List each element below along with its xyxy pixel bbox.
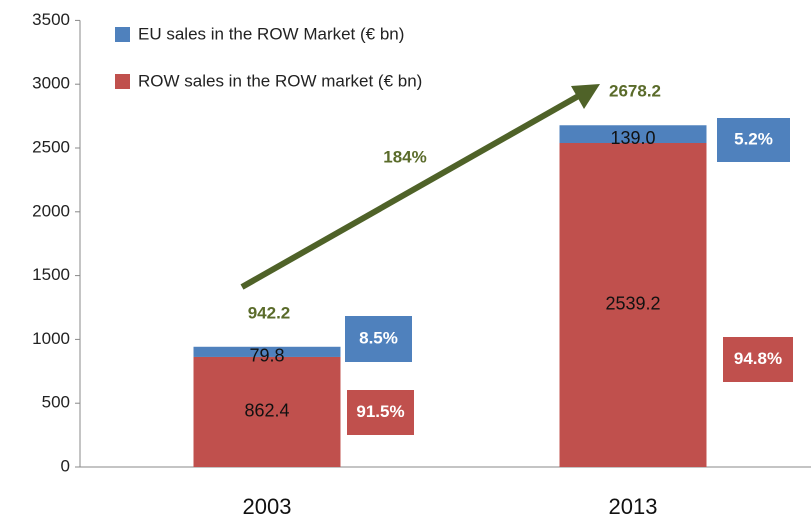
segment-label: 2539.2	[605, 294, 660, 314]
bar-segment	[193, 356, 341, 467]
segment-label: 79.8	[249, 346, 284, 366]
share-label: 8.5%	[359, 328, 398, 347]
legend-label: EU sales in the ROW Market (€ bn)	[138, 24, 404, 43]
share-box	[723, 337, 793, 382]
legend-swatch	[115, 27, 130, 42]
y-tick-label: 3500	[32, 10, 70, 29]
y-tick-label: 1000	[32, 329, 70, 348]
x-tick-label: 2013	[609, 494, 658, 519]
bar-segment	[559, 142, 707, 467]
bar-segment	[193, 346, 341, 357]
y-tick-label: 2500	[32, 137, 70, 156]
legend-label: ROW sales in the ROW market (€ bn)	[138, 71, 422, 90]
share-label: 91.5%	[356, 402, 404, 421]
y-tick-label: 3000	[32, 74, 70, 93]
total-label: 2678.2	[609, 82, 661, 101]
legend-swatch	[115, 74, 130, 89]
segment-label: 862.4	[244, 401, 289, 421]
y-tick-label: 2000	[32, 201, 70, 220]
x-tick-label: 2003	[243, 494, 292, 519]
growth-arrow-head	[571, 84, 600, 109]
share-label: 5.2%	[734, 129, 773, 148]
share-box	[717, 118, 790, 162]
share-label: 94.8%	[734, 349, 782, 368]
growth-arrow	[240, 91, 584, 290]
y-tick-label: 0	[61, 456, 70, 475]
share-box	[345, 316, 412, 362]
segment-label: 139.0	[610, 128, 655, 148]
y-tick-label: 500	[42, 393, 70, 412]
bar-segment	[559, 125, 707, 143]
share-box	[347, 390, 414, 435]
growth-label: 184%	[383, 147, 426, 166]
y-tick-label: 1500	[32, 265, 70, 284]
total-label: 942.2	[248, 303, 291, 322]
